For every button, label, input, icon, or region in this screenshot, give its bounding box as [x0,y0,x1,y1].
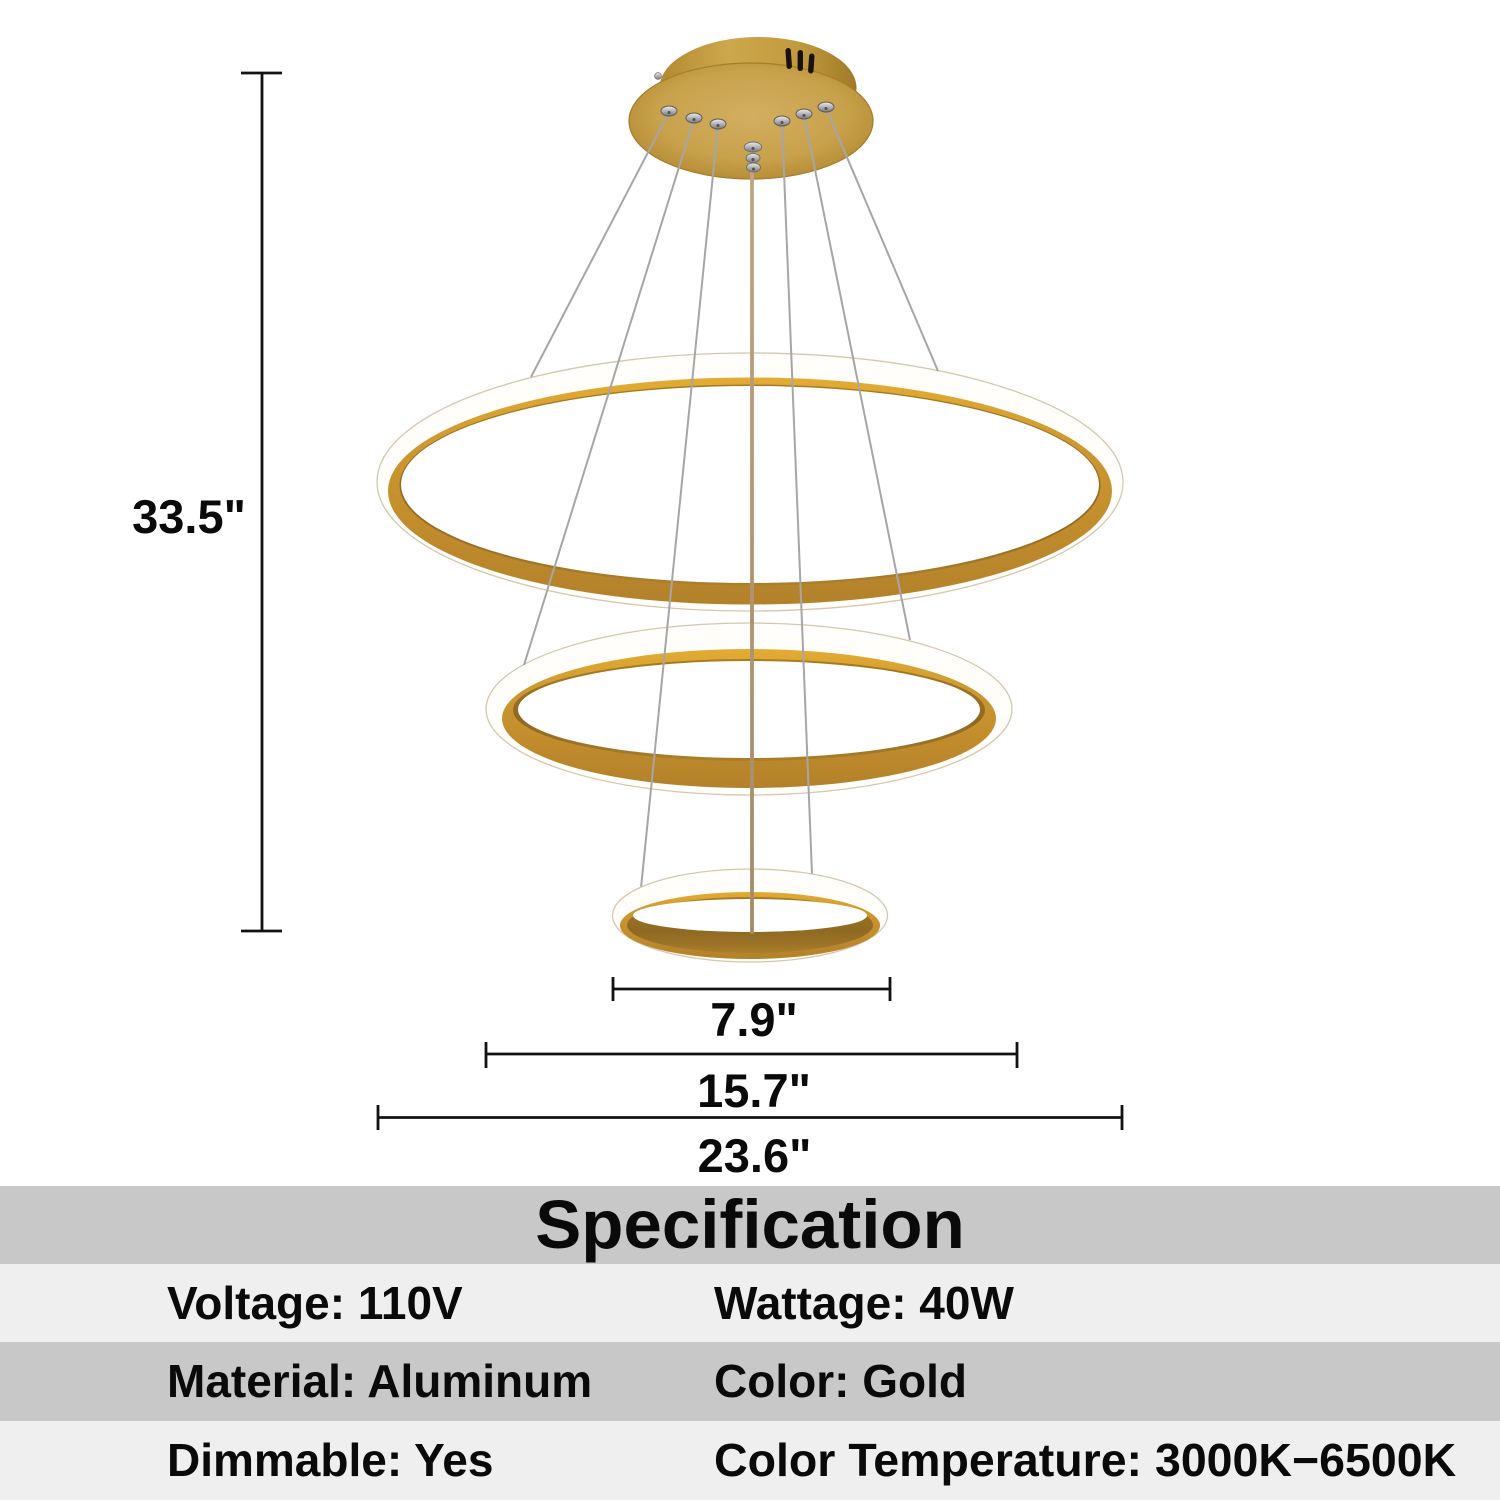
svg-text:33.5": 33.5" [132,490,246,543]
svg-text:7.9": 7.9" [710,993,798,1046]
svg-text:15.7": 15.7" [697,1064,811,1117]
svg-text:23.6": 23.6" [698,1129,812,1182]
